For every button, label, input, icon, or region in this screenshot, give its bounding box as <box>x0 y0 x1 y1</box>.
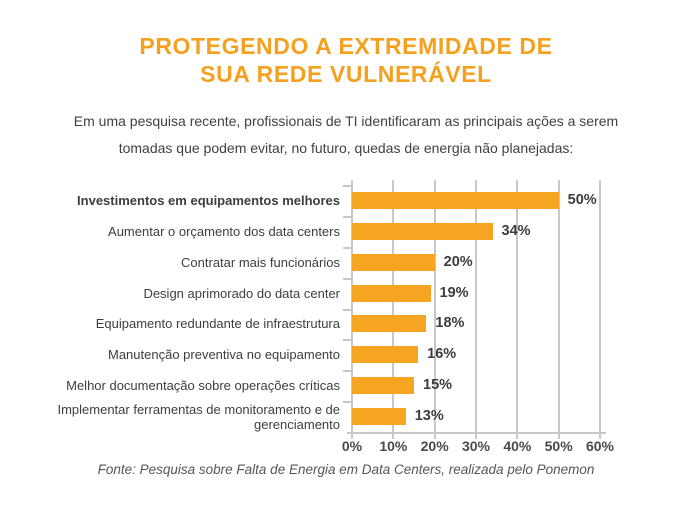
category-label: Design aprimorado do data center <box>143 285 340 301</box>
y-axis-tick <box>343 339 352 342</box>
y-axis-tick <box>343 246 352 249</box>
category-label: Manutenção preventiva no equipamento <box>108 347 340 363</box>
x-tick-label: 0% <box>341 438 363 454</box>
y-axis-tick <box>343 215 352 218</box>
x-axis-tick <box>392 434 395 439</box>
x-axis-tick <box>516 434 519 439</box>
x-axis-tick <box>557 434 560 439</box>
x-axis-tick <box>599 434 601 439</box>
bar-track: 50% <box>352 191 600 209</box>
chart-row: Design aprimorado do data center 19% <box>40 278 600 309</box>
bar-track: 34% <box>352 222 600 240</box>
page-title-line1: PROTEGENDO A EXTREMIDADE DE <box>139 33 553 59</box>
bar <box>352 377 414 395</box>
x-tick-label: 20% <box>420 438 449 454</box>
gridline <box>351 180 353 432</box>
y-axis-tick <box>343 277 352 280</box>
value-label: 50% <box>567 191 597 208</box>
page-subtitle: Em uma pesquisa recente, profissionais d… <box>73 113 619 156</box>
x-tick-label: 30% <box>461 438 491 454</box>
source-note: Fonte: Pesquisa sobre Falta de Energia e… <box>97 462 595 477</box>
value-label: 34% <box>501 222 531 239</box>
chart-row: Manutenção preventiva no equipamento 16% <box>40 339 600 370</box>
category-label: Implementar ferramentas de monitoramento… <box>57 401 340 432</box>
page-title-line2: SUA REDE VULNERÁVEL <box>200 61 492 87</box>
gridline <box>557 180 560 432</box>
chart-row: Equipamento redundante de infraestrutura… <box>40 309 600 340</box>
chart-row: Melhor documentação sobre operações crít… <box>40 370 600 401</box>
bar-track: 13% <box>352 408 600 426</box>
category-label: Contratar mais funcionários <box>181 254 340 270</box>
chart-row: Aumentar o orçamento dos data centers 34% <box>40 216 600 247</box>
value-label: 19% <box>439 284 469 301</box>
bar <box>352 408 406 426</box>
x-tick-label: 60% <box>585 438 615 454</box>
x-axis-tick <box>351 434 353 439</box>
value-label: 18% <box>435 315 465 332</box>
bar-track: 16% <box>352 346 600 364</box>
gridline <box>475 180 477 432</box>
bar-track: 15% <box>352 377 600 395</box>
chart-rows: Investimentos em equipamentos melhores 50… <box>40 185 600 432</box>
chart-row: Implementar ferramentas de monitoramento… <box>40 401 600 432</box>
bar <box>352 253 435 271</box>
x-tick-label: 50% <box>544 438 573 454</box>
bar-track: 19% <box>352 284 600 302</box>
y-axis-tick <box>343 401 352 404</box>
value-label: 13% <box>414 408 444 425</box>
y-axis-tick <box>343 308 352 311</box>
bar-track: 20% <box>352 253 600 271</box>
chart-row: Contratar mais funcionários 20% <box>40 247 600 278</box>
y-axis-tick <box>343 185 352 187</box>
plot-area: 0% 10% 20% 30% 40% 50% 60% <box>342 180 614 454</box>
value-label: 16% <box>427 346 457 363</box>
value-label: 20% <box>443 253 473 270</box>
bar <box>352 315 427 333</box>
category-label: Aumentar o orçamento dos data centers <box>108 223 340 239</box>
category-label: Investimentos em equipamentos melhores <box>77 192 340 208</box>
bar <box>352 191 559 209</box>
x-axis-line <box>347 432 606 434</box>
bar-track: 18% <box>352 315 600 333</box>
x-axis-tick <box>433 434 436 439</box>
gridline <box>516 180 519 432</box>
bar <box>352 346 419 364</box>
category-label: Melhor documentação sobre operações crít… <box>66 378 340 394</box>
x-axis-tick <box>475 434 477 439</box>
bar <box>352 284 431 302</box>
category-label: Equipamento redundante de infraestrutura <box>95 316 340 332</box>
gridline <box>599 180 601 432</box>
x-tick-label: 10% <box>379 438 408 454</box>
value-label: 15% <box>423 377 453 394</box>
x-tick-label: 40% <box>503 438 532 454</box>
bar <box>352 222 493 240</box>
page-title: PROTEGENDO A EXTREMIDADE DE SUA REDE VULN… <box>0 32 692 88</box>
gridline <box>433 180 436 432</box>
chart-row: Investimentos em equipamentos melhores 50… <box>40 185 600 216</box>
gridline <box>392 180 395 432</box>
y-axis-tick <box>343 370 352 373</box>
